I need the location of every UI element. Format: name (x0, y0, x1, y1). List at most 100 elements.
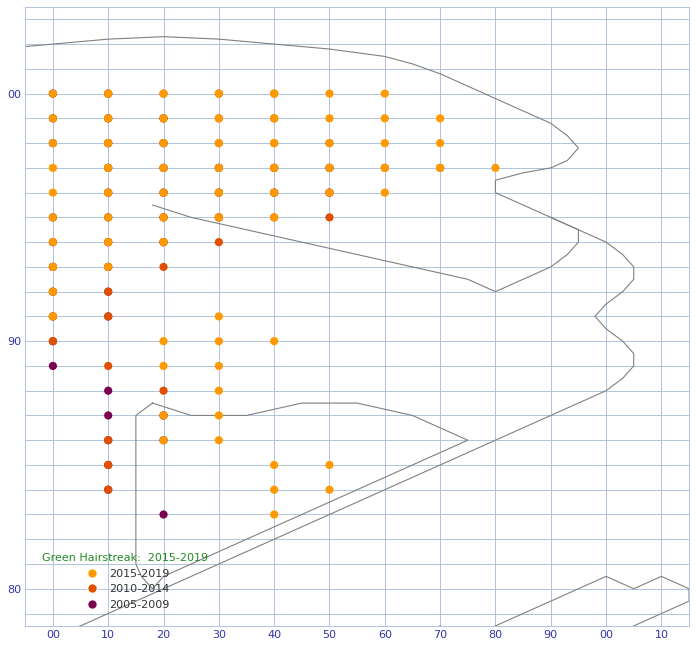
Point (213, 386, 224, 396)
Point (213, 89, 224, 99)
Point (269, 89, 280, 99)
Point (213, 162, 224, 173)
Point (102, 287, 113, 297)
Point (269, 162, 280, 173)
Point (269, 162, 280, 173)
Legend: 2015-2019, 2010-2014, 2005-2009: 2015-2019, 2010-2014, 2005-2009 (38, 549, 212, 614)
Point (324, 212, 335, 223)
Point (102, 311, 113, 322)
Point (158, 188, 169, 198)
Point (0, 287, 3, 297)
Point (0, 287, 3, 297)
Point (158, 188, 169, 198)
Point (102, 386, 113, 396)
Point (324, 138, 335, 148)
Point (102, 262, 113, 272)
Point (47, 287, 58, 297)
Point (47, 212, 58, 223)
Point (213, 188, 224, 198)
Point (102, 287, 113, 297)
Point (379, 89, 390, 99)
Point (47, 287, 58, 297)
Point (379, 162, 390, 173)
Point (379, 188, 390, 198)
Point (102, 113, 113, 124)
Point (0, 311, 3, 322)
Point (158, 89, 169, 99)
Point (47, 262, 58, 272)
Point (158, 361, 169, 371)
Point (213, 237, 224, 247)
Point (269, 113, 280, 124)
Point (213, 435, 224, 445)
Point (102, 237, 113, 247)
Point (158, 410, 169, 421)
Point (379, 138, 390, 148)
Point (0, 336, 3, 346)
Point (102, 435, 113, 445)
Point (379, 162, 390, 173)
Point (102, 460, 113, 470)
Point (102, 237, 113, 247)
Point (102, 212, 113, 223)
Point (158, 89, 169, 99)
Point (102, 435, 113, 445)
Point (47, 162, 58, 173)
Point (102, 113, 113, 124)
Point (47, 262, 58, 272)
Point (158, 410, 169, 421)
Point (102, 188, 113, 198)
Point (158, 212, 169, 223)
Point (102, 262, 113, 272)
Point (324, 188, 335, 198)
Point (102, 410, 113, 421)
Point (0, 336, 3, 346)
Point (158, 237, 169, 247)
Point (102, 89, 113, 99)
Point (102, 138, 113, 148)
Point (269, 212, 280, 223)
Point (102, 188, 113, 198)
Point (269, 188, 280, 198)
Point (213, 113, 224, 124)
Point (213, 410, 224, 421)
Point (158, 188, 169, 198)
Point (47, 188, 58, 198)
Point (213, 212, 224, 223)
Point (269, 113, 280, 124)
Point (158, 212, 169, 223)
Point (158, 435, 169, 445)
Point (158, 113, 169, 124)
Point (434, 113, 445, 124)
Point (158, 113, 169, 124)
Point (102, 138, 113, 148)
Point (102, 89, 113, 99)
Point (324, 162, 335, 173)
Point (102, 138, 113, 148)
Point (47, 336, 58, 346)
Point (47, 89, 58, 99)
Point (324, 138, 335, 148)
Point (158, 336, 169, 346)
Point (47, 113, 58, 124)
Point (269, 89, 280, 99)
Point (102, 485, 113, 495)
Point (269, 212, 280, 223)
Point (213, 113, 224, 124)
Point (158, 410, 169, 421)
Point (158, 237, 169, 247)
Point (102, 361, 113, 371)
Point (47, 138, 58, 148)
Point (47, 287, 58, 297)
Point (47, 311, 58, 322)
Point (324, 113, 335, 124)
Point (47, 336, 58, 346)
Point (0, 361, 3, 371)
Point (0, 311, 3, 322)
Point (158, 162, 169, 173)
Point (158, 262, 169, 272)
Point (324, 89, 335, 99)
Point (379, 113, 390, 124)
Point (102, 188, 113, 198)
Point (213, 361, 224, 371)
